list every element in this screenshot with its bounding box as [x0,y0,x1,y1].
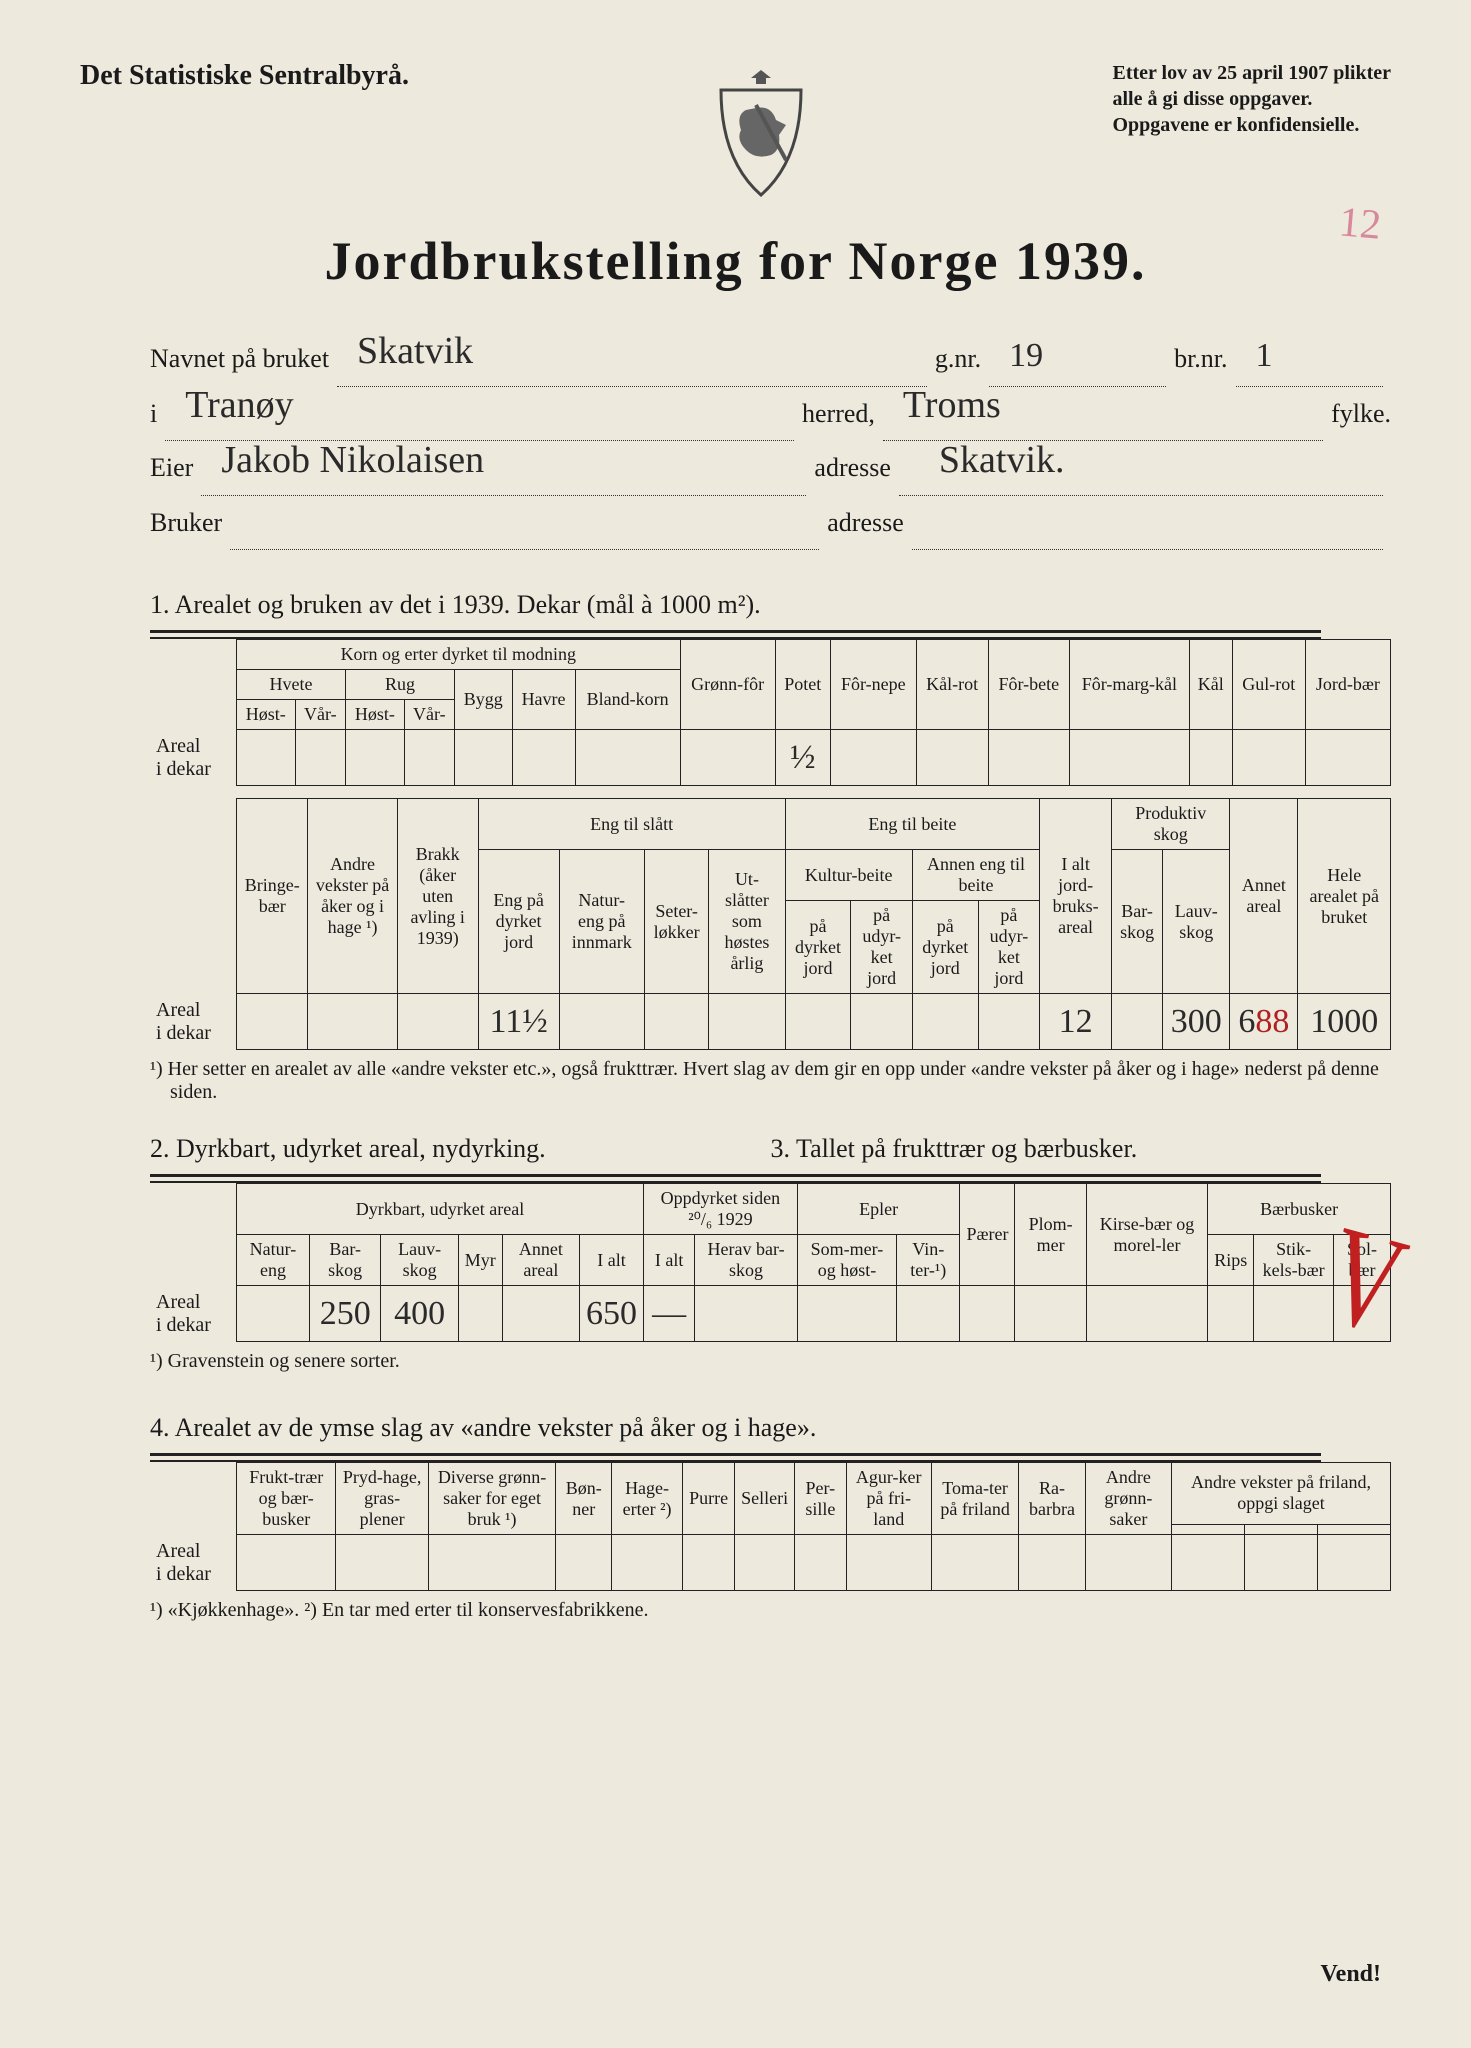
section2-title: 2. Dyrkbart, udyrket areal, nydyrking. [150,1134,771,1164]
page-number-handwritten: 12 [1337,198,1383,249]
potet-value: ½ [775,730,830,786]
eier-label: Eier [150,441,193,496]
document-title: Jordbrukstelling for Norge 1939. [80,230,1391,292]
adresse2-label: adresse [827,496,904,551]
section1-table-b: Bringe-bær Andre vekster på åker og i ha… [150,798,1391,1050]
bureau-name: Det Statistiske Sentralbyrå. [80,60,409,92]
hele-value: 1000 [1298,994,1391,1050]
eier-value: Jakob Nikolaisen [221,421,484,501]
farm-name-value: Skatvik [357,312,473,392]
lauvskog-value: 300 [1163,994,1230,1050]
fylke-label: fylke. [1331,387,1391,442]
section2-footnote: ¹) Gravenstein og senere sorter. [170,1350,1391,1373]
coat-of-arms-icon [701,60,821,200]
herred-label: herred, [802,387,875,442]
legal-notice: Etter lov av 25 april 1907 plikter alle … [1112,60,1391,138]
brnr-value: 1 [1256,320,1273,391]
i-label: i [150,387,157,442]
section23-table: Dyrkbart, udyrket areal Oppdyrket siden … [150,1183,1391,1342]
section1-footnote: ¹) Her setter en arealet av alle «andre … [170,1058,1391,1104]
adresse1-label: adresse [814,441,891,496]
bruker-label: Bruker [150,496,222,551]
ialt-value: 12 [1040,994,1112,1050]
section4-title: 4. Arealet av de ymse slag av «andre vek… [150,1413,1391,1443]
annet-value: 688 [1230,994,1298,1050]
eng-value: 11½ [478,994,559,1050]
lauvskog-value-2: 400 [381,1286,458,1342]
adresse-value: Skatvik. [939,421,1065,501]
section4-table: Frukt-trær og bær-busker Pryd-hage, gras… [150,1462,1391,1591]
oppdyrket-value: — [643,1286,694,1342]
turn-over-label: Vend! [1321,1961,1381,1988]
gnr-value: 19 [1009,320,1043,391]
barskog-value: 250 [309,1286,381,1342]
section1-title: 1. Arealet og bruken av det i 1939. Deka… [150,590,1391,620]
brnr-label: br.nr. [1174,332,1227,387]
ialt-value-2: 650 [579,1286,643,1342]
section4-footnote: ¹) «Kjøkkenhage». ²) En tar med erter ti… [170,1599,1391,1622]
section3-title: 3. Tallet på frukttrær og bærbusker. [771,1134,1392,1164]
section1-table-a: Korn og erter dyrket til modning Grønn-f… [150,639,1391,786]
